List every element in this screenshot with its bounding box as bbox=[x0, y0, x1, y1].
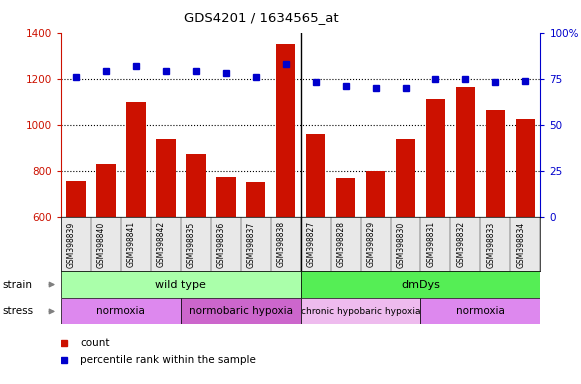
Text: normoxia: normoxia bbox=[456, 306, 505, 316]
Bar bbox=[61, 271, 301, 298]
Text: strain: strain bbox=[3, 280, 33, 290]
Bar bbox=[246, 182, 266, 355]
Bar bbox=[66, 181, 86, 355]
Text: normoxia: normoxia bbox=[96, 306, 145, 316]
Bar bbox=[276, 44, 295, 355]
Bar bbox=[486, 110, 505, 355]
Bar bbox=[306, 134, 325, 355]
Bar bbox=[456, 87, 475, 355]
Bar bbox=[181, 298, 301, 324]
Bar bbox=[301, 298, 421, 324]
Text: GSM398840: GSM398840 bbox=[97, 221, 106, 268]
Text: normobaric hypoxia: normobaric hypoxia bbox=[189, 306, 293, 316]
Bar bbox=[216, 177, 235, 355]
Text: GSM398839: GSM398839 bbox=[67, 221, 76, 268]
Text: GSM398829: GSM398829 bbox=[367, 221, 375, 267]
Text: GSM398827: GSM398827 bbox=[307, 221, 315, 267]
Bar bbox=[336, 178, 356, 355]
Bar bbox=[156, 139, 175, 355]
Text: count: count bbox=[80, 338, 110, 348]
Text: dmDys: dmDys bbox=[401, 280, 440, 290]
Text: chronic hypobaric hypoxia: chronic hypobaric hypoxia bbox=[301, 307, 420, 316]
Text: GSM398838: GSM398838 bbox=[277, 221, 286, 267]
Bar bbox=[96, 164, 116, 355]
Text: stress: stress bbox=[3, 306, 34, 316]
Bar bbox=[426, 99, 445, 355]
Bar bbox=[301, 271, 540, 298]
Bar bbox=[126, 102, 146, 355]
Text: GSM398833: GSM398833 bbox=[486, 221, 496, 268]
Text: GSM398835: GSM398835 bbox=[187, 221, 196, 268]
Text: wild type: wild type bbox=[155, 280, 206, 290]
Text: GSM398828: GSM398828 bbox=[336, 221, 346, 267]
Bar bbox=[61, 298, 181, 324]
Text: GSM398841: GSM398841 bbox=[127, 221, 136, 267]
Text: GSM398837: GSM398837 bbox=[247, 221, 256, 268]
Bar bbox=[186, 154, 206, 355]
Bar bbox=[421, 298, 540, 324]
Text: GSM398830: GSM398830 bbox=[396, 221, 406, 268]
Text: GSM398842: GSM398842 bbox=[157, 221, 166, 267]
Text: GDS4201 / 1634565_at: GDS4201 / 1634565_at bbox=[184, 12, 339, 25]
Text: GSM398836: GSM398836 bbox=[217, 221, 226, 268]
Text: GSM398831: GSM398831 bbox=[426, 221, 436, 267]
Bar bbox=[396, 139, 415, 355]
Bar bbox=[515, 119, 535, 355]
Text: GSM398834: GSM398834 bbox=[517, 221, 525, 268]
Bar bbox=[366, 171, 385, 355]
Text: percentile rank within the sample: percentile rank within the sample bbox=[80, 355, 256, 365]
Text: GSM398832: GSM398832 bbox=[457, 221, 465, 267]
